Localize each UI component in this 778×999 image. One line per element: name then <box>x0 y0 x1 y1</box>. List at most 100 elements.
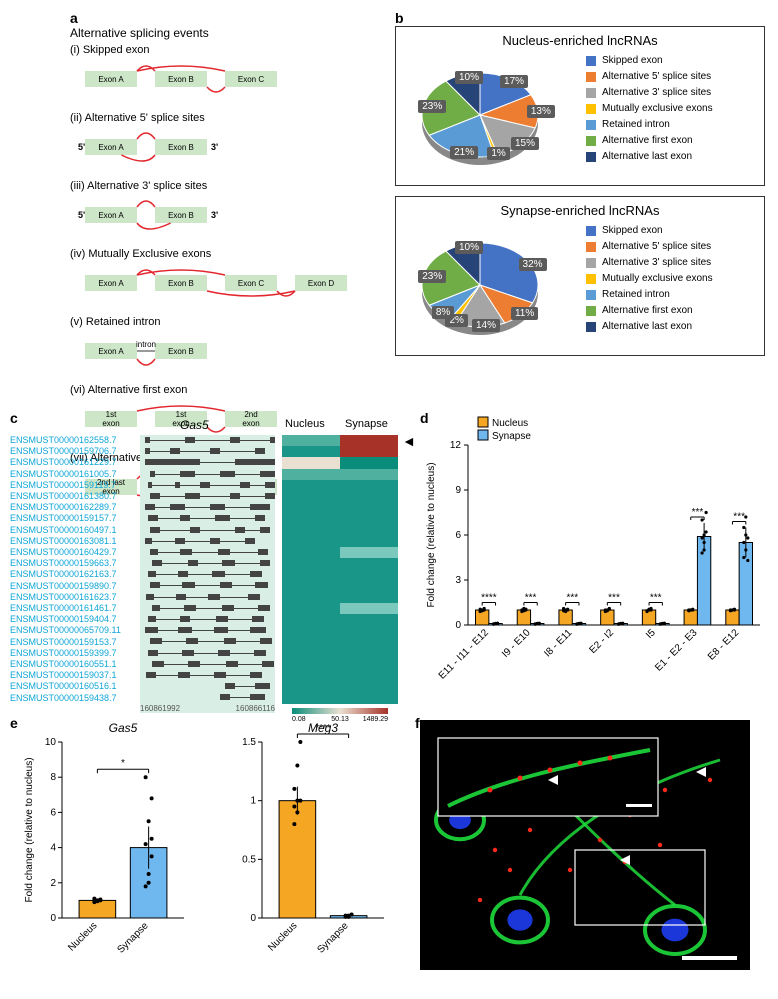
legend-item: Alternative 3' splice sites <box>586 85 713 100</box>
heat-row <box>282 525 398 536</box>
transcript-id: ENSMUST00000162558.7 <box>10 435 121 446</box>
svg-text:Synapse: Synapse <box>492 431 531 442</box>
transcript-id: ENSMUST00000159890.7 <box>10 581 121 592</box>
panel-f-label: f <box>415 715 420 731</box>
heat-row <box>282 469 398 480</box>
heat-row <box>282 592 398 603</box>
svg-text:****: **** <box>315 723 331 734</box>
svg-text:6: 6 <box>455 530 461 541</box>
transcript-structure <box>140 547 275 558</box>
svg-text:***: *** <box>566 593 578 604</box>
heat-row <box>282 580 398 591</box>
svg-text:***: *** <box>608 593 620 604</box>
svg-text:2: 2 <box>50 878 56 889</box>
transcript-id: ENSMUST00000162289.7 <box>10 502 121 513</box>
transcript-structure <box>140 491 275 502</box>
svg-text:Nucleus: Nucleus <box>66 920 99 953</box>
transcript-structure <box>140 580 275 591</box>
svg-text:***: *** <box>692 507 704 518</box>
panel-c-label: c <box>10 410 18 426</box>
svg-text:Exon D: Exon D <box>308 279 334 288</box>
transcript-structure <box>140 457 275 468</box>
transcript-structure <box>140 446 275 457</box>
transcript-heatmap: 0.0850.131489.29 <box>282 435 398 725</box>
transcript-id: ENSMUST00000160551.1 <box>10 659 121 670</box>
legend-item: Alternative first exon <box>586 133 713 148</box>
transcript-structure <box>140 502 275 513</box>
transcript-structure <box>140 648 275 659</box>
svg-text:10: 10 <box>45 737 57 748</box>
heat-row <box>282 547 398 558</box>
heat-row <box>282 457 398 468</box>
svg-text:Exon C: Exon C <box>238 279 264 288</box>
svg-text:exon: exon <box>242 419 259 428</box>
legend-item: Skipped exon <box>586 53 713 68</box>
transcript-id: ENSMUST00000161461.7 <box>10 603 121 614</box>
heat-row <box>282 603 398 614</box>
transcript-id: ENSMUST00000065709.11 <box>10 625 121 636</box>
transcript-id: ENSMUST00000159438.7 <box>10 693 121 704</box>
splice-event: (vi) Alternative first exon1stexon1stexo… <box>70 384 370 440</box>
heat-row <box>282 480 398 491</box>
legend-item: Alternative 5' splice sites <box>586 69 713 84</box>
svg-text:0: 0 <box>250 913 256 924</box>
pie-slice-label: 10% <box>455 71 483 84</box>
svg-text:Exon A: Exon A <box>98 279 124 288</box>
svg-text:***: *** <box>650 593 662 604</box>
transcript-structure <box>140 692 275 703</box>
splice-event: (v) Retained intronExon AExon Bintron <box>70 316 370 372</box>
svg-text:Exon B: Exon B <box>168 347 194 356</box>
pie-legend: Skipped exonAlternative 5' splice sitesA… <box>586 223 713 335</box>
svg-text:2nd: 2nd <box>244 410 257 419</box>
svg-text:intron: intron <box>136 340 156 349</box>
pie-slice-label: 23% <box>418 100 446 113</box>
splice-event: (i) Skipped exonExon AExon BExon C <box>70 44 370 100</box>
svg-text:4: 4 <box>50 843 56 854</box>
legend-item: Mutually exclusive exons <box>586 101 713 116</box>
heat-row <box>282 491 398 502</box>
svg-text:3': 3' <box>211 142 218 152</box>
heat-row <box>282 625 398 636</box>
transcript-id: ENSMUST00000160516.1 <box>10 681 121 692</box>
transcript-structure <box>140 603 275 614</box>
heat-row <box>282 536 398 547</box>
legend-item: Alternative 3' splice sites <box>586 255 713 270</box>
pie-slice-label: 8% <box>432 306 454 319</box>
transcript-structure <box>140 480 275 491</box>
legend-item: Alternative last exon <box>586 319 713 334</box>
svg-text:E1 - E2 - E3: E1 - E2 - E3 <box>653 627 700 674</box>
transcript-structure <box>140 592 275 603</box>
pie-slice-label: 23% <box>418 270 446 283</box>
svg-text:1: 1 <box>250 796 256 807</box>
legend-item: Retained intron <box>586 117 713 132</box>
transcript-id: ENSMUST00000159399.7 <box>10 648 121 659</box>
svg-text:E8 - E12: E8 - E12 <box>706 627 742 663</box>
svg-text:*: * <box>121 758 125 769</box>
svg-text:1.5: 1.5 <box>242 737 256 748</box>
c-col-nucleus: Nucleus <box>285 418 325 430</box>
pie-synapse-chart: 32%11%14%2%8%23%10% <box>410 227 560 347</box>
transcript-id: ENSMUST00000162163.7 <box>10 569 121 580</box>
legend-item: Alternative 5' splice sites <box>586 239 713 254</box>
transcript-structure <box>140 625 275 636</box>
svg-text:I9 - E10: I9 - E10 <box>500 627 533 660</box>
svg-text:E11 - I11 - E12: E11 - I11 - E12 <box>437 627 492 682</box>
svg-text:Exon B: Exon B <box>168 143 194 152</box>
svg-text:Exon A: Exon A <box>98 143 124 152</box>
pie-nucleus-title: Nucleus-enriched lncRNAs <box>404 33 756 48</box>
heat-row <box>282 648 398 659</box>
c-col-synapse: Synapse <box>345 418 388 430</box>
legend-item: Alternative last exon <box>586 149 713 164</box>
transcript-id: ENSMUST00000159706.7 <box>10 446 121 457</box>
transcript-id: ENSMUST00000163081.1 <box>10 536 121 547</box>
svg-text:Exon B: Exon B <box>168 211 194 220</box>
pie-slice-label: 21% <box>450 146 478 159</box>
svg-text:Exon A: Exon A <box>98 75 124 84</box>
transcript-structure <box>140 636 275 647</box>
heat-row <box>282 446 398 457</box>
transcript-id: ENSMUST00000161005.7 <box>10 469 121 480</box>
legend-item: Retained intron <box>586 287 713 302</box>
panel-d-barchart: 036912Fold change (relative to nucleus)N… <box>420 415 770 695</box>
svg-text:Fold change (relative to nucle: Fold change (relative to nucleus) <box>426 462 437 607</box>
arrow-icon: ◄ <box>402 433 416 449</box>
